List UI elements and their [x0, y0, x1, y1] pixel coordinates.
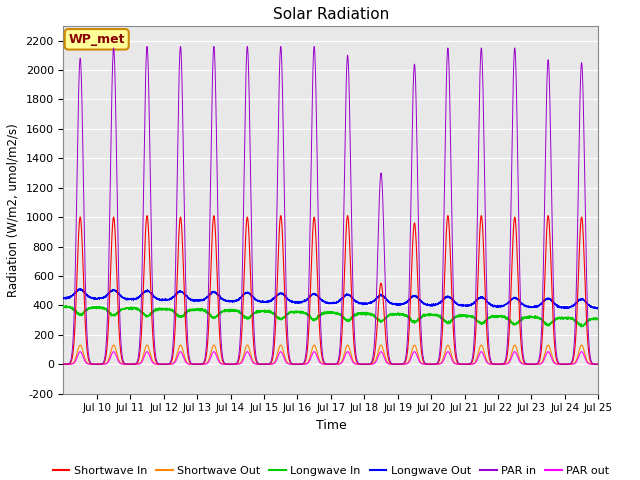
X-axis label: Time: Time: [316, 419, 346, 432]
Title: Solar Radiation: Solar Radiation: [273, 7, 389, 22]
Legend: Shortwave In, Shortwave Out, Longwave In, Longwave Out, PAR in, PAR out: Shortwave In, Shortwave Out, Longwave In…: [48, 462, 614, 480]
Y-axis label: Radiation (W/m2, umol/m2/s): Radiation (W/m2, umol/m2/s): [7, 123, 20, 297]
Text: WP_met: WP_met: [68, 33, 125, 46]
